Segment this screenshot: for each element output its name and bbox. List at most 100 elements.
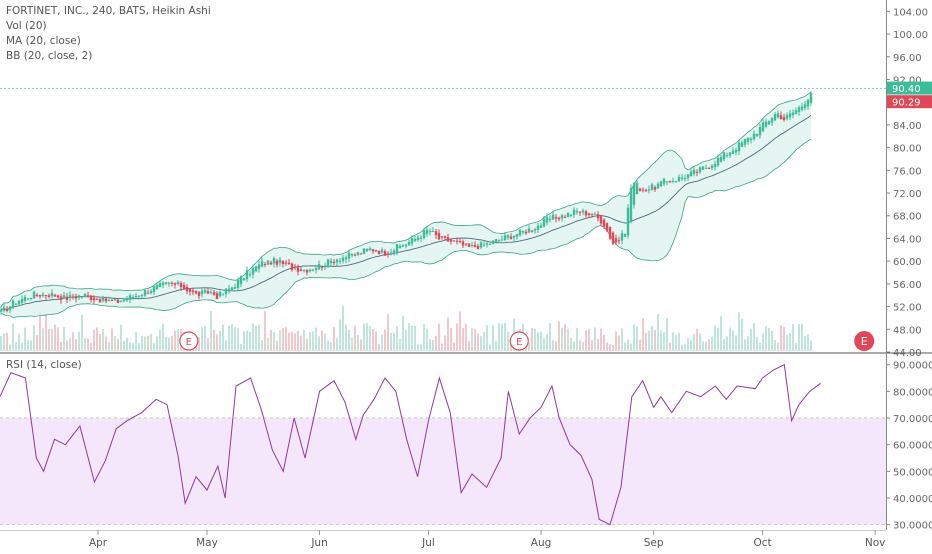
month-tick-label: Aug xyxy=(531,537,552,549)
indicator-ma-label[interactable]: MA (20, close) xyxy=(6,35,81,47)
candle-body xyxy=(68,295,72,299)
candle-body xyxy=(86,295,90,297)
candle-body xyxy=(584,211,588,216)
candle-body xyxy=(53,294,57,297)
candle xyxy=(191,287,195,296)
candle-body xyxy=(677,177,681,182)
volume-bar xyxy=(471,328,473,351)
volume-bar xyxy=(294,333,296,351)
candle xyxy=(455,237,459,245)
volume-bar xyxy=(102,329,104,351)
earnings-marker[interactable]: E xyxy=(854,331,875,351)
candle-body xyxy=(731,150,735,155)
volume-bar xyxy=(384,329,386,351)
candle-body xyxy=(233,287,237,289)
candle-body xyxy=(536,225,540,231)
candle xyxy=(569,213,573,218)
candle-body xyxy=(2,307,6,311)
candle xyxy=(536,222,540,233)
candle xyxy=(683,174,687,182)
candle xyxy=(308,268,312,273)
rsi-legend[interactable]: RSI (14, close) xyxy=(6,359,82,371)
earnings-marker[interactable]: E xyxy=(509,331,529,351)
candle xyxy=(518,229,522,237)
candle xyxy=(416,235,420,243)
candle xyxy=(494,238,498,244)
candle-body xyxy=(485,243,489,245)
candle xyxy=(629,184,633,224)
volume-bar xyxy=(327,340,329,351)
candle-body xyxy=(77,295,81,298)
candle xyxy=(692,166,696,177)
indicator-bb-label[interactable]: BB (20, close, 2) xyxy=(6,50,93,62)
candle xyxy=(128,293,132,304)
volume-bar xyxy=(147,335,149,351)
volume-bar xyxy=(240,343,242,351)
volume-bar xyxy=(549,323,551,351)
candle-body xyxy=(395,244,399,252)
candle xyxy=(407,239,411,246)
candle-body xyxy=(563,216,567,218)
earnings-marker[interactable]: E xyxy=(179,331,199,351)
candle xyxy=(29,297,33,301)
candle xyxy=(533,227,537,234)
candle xyxy=(320,265,324,271)
volume-bar xyxy=(99,334,101,351)
candle xyxy=(491,240,495,245)
candle-body xyxy=(644,190,648,192)
volume-bar xyxy=(249,331,251,351)
volume-bar xyxy=(243,331,245,351)
volume-bar xyxy=(306,338,308,351)
candle-body xyxy=(89,295,93,300)
candle xyxy=(2,303,6,313)
candle-body xyxy=(719,156,723,162)
candle-body xyxy=(173,283,177,285)
candle-body xyxy=(311,269,315,271)
candle-body xyxy=(809,93,813,103)
candle-body xyxy=(347,252,351,259)
candle xyxy=(644,188,648,193)
volume-bar xyxy=(165,337,167,351)
candle xyxy=(317,260,321,271)
candle-body xyxy=(656,183,660,189)
candle xyxy=(467,243,471,248)
candle-body xyxy=(353,254,357,256)
candle-body xyxy=(740,142,744,147)
candle xyxy=(767,120,771,125)
indicator-volume-label[interactable]: Vol (20) xyxy=(6,20,47,32)
candle-body xyxy=(767,121,771,125)
candle-body xyxy=(440,236,444,238)
last-price-text: 90.40 xyxy=(892,84,921,95)
chart-title[interactable]: FORTINET, INC., 240, BATS, Heikin Ashi xyxy=(6,5,211,17)
volume-bar xyxy=(660,330,662,351)
volume-bar xyxy=(729,327,731,351)
candle-body xyxy=(545,217,549,223)
volume-bar xyxy=(486,325,488,351)
candle-body xyxy=(803,104,807,109)
volume-bar xyxy=(15,342,17,351)
volume-bar xyxy=(429,338,431,351)
candle-body xyxy=(386,253,390,255)
month-tick-label: Jul xyxy=(421,537,435,549)
candle xyxy=(662,177,666,187)
volume-bar xyxy=(342,305,344,351)
volume-bar xyxy=(735,335,737,351)
volume-bar xyxy=(369,326,371,351)
volume-bar xyxy=(744,339,746,351)
candle xyxy=(74,293,78,303)
candle xyxy=(743,138,747,148)
candle-body xyxy=(269,262,273,265)
price-tick-label: 80.00 xyxy=(893,144,922,155)
candle-body xyxy=(407,241,411,246)
volume-bar xyxy=(666,317,668,351)
candle-body xyxy=(629,188,633,222)
candle-body xyxy=(404,244,408,247)
candle-body xyxy=(257,264,261,269)
candle xyxy=(221,293,225,296)
candle-body xyxy=(749,138,753,140)
ma-price-label: 90.29 xyxy=(887,95,932,109)
candle xyxy=(44,294,48,300)
candle-body xyxy=(476,246,480,249)
volume-bar xyxy=(504,322,506,351)
